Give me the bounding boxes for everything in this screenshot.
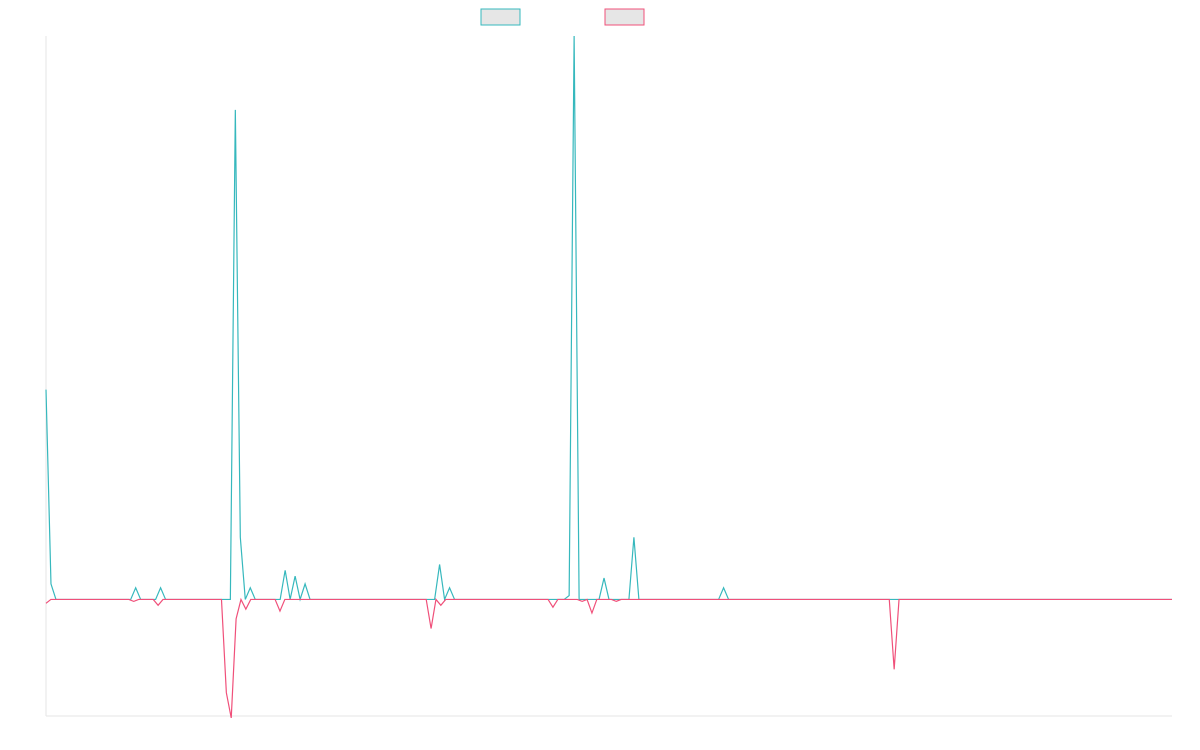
legend-swatch-2[interactable]: [604, 8, 645, 26]
legend[interactable]: [480, 8, 645, 26]
series-line-1: [45, 35, 1172, 602]
series-layer: [45, 35, 1172, 719]
legend-swatch-1[interactable]: [480, 8, 521, 26]
series-line-2: [45, 597, 1172, 719]
